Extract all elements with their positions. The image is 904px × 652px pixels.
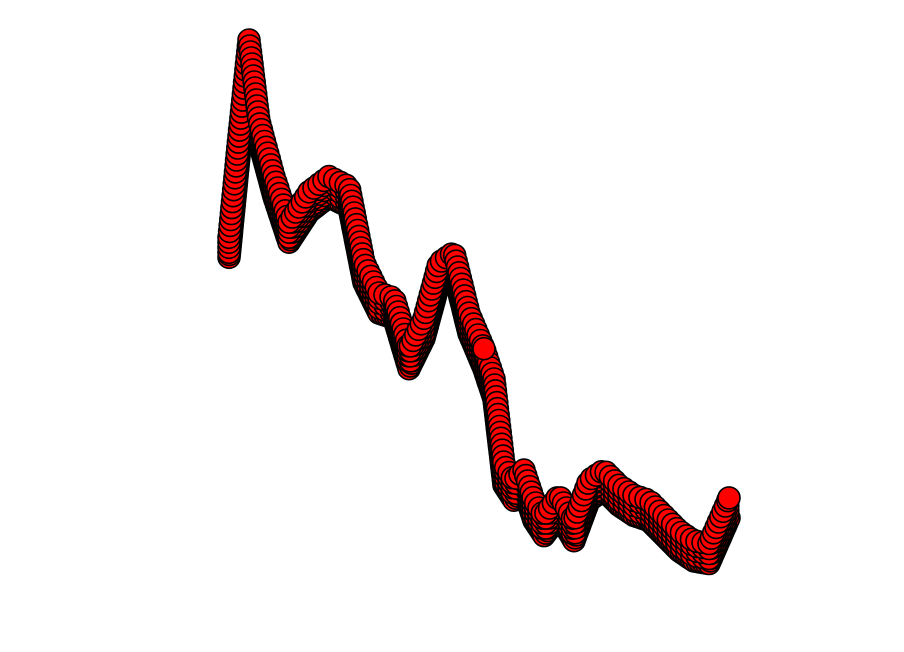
marker-trail (217, 28, 741, 576)
highlight-markers (472, 336, 741, 510)
highlight-point (472, 336, 496, 361)
highlight-point (717, 486, 741, 510)
